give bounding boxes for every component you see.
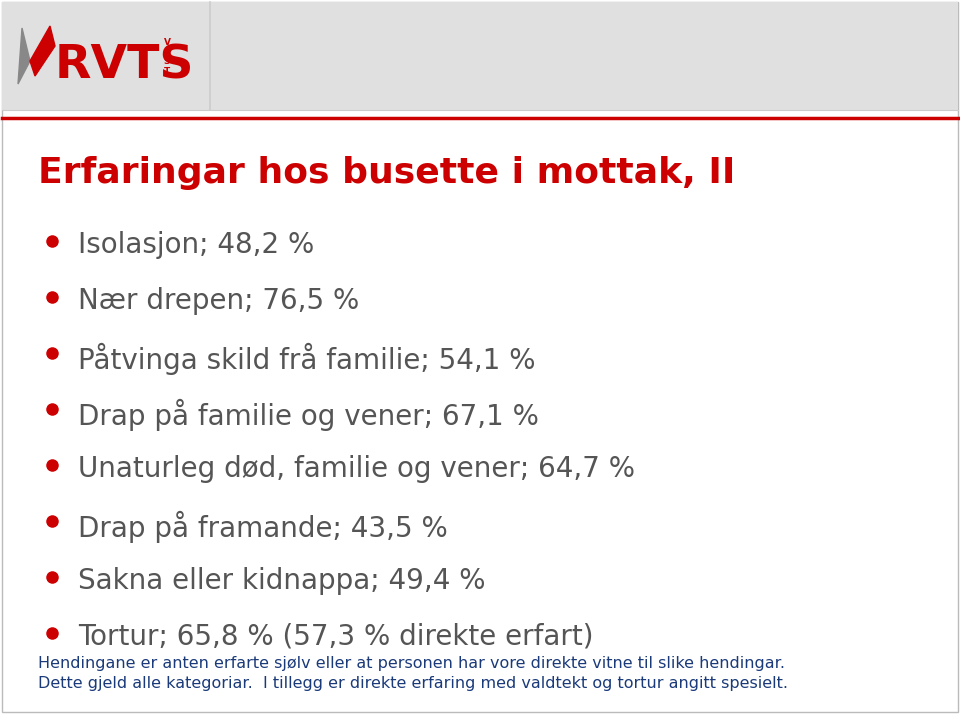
Text: Isolasjon; 48,2 %: Isolasjon; 48,2 % — [78, 231, 314, 259]
Polygon shape — [18, 28, 30, 84]
Text: Drap på framande; 43,5 %: Drap på framande; 43,5 % — [78, 511, 447, 543]
Text: Hendingane er anten erfarte sjølv eller at personen har vore direkte vitne til s: Hendingane er anten erfarte sjølv eller … — [38, 656, 785, 671]
Bar — [2, 2, 958, 110]
Text: Erfaringar hos busette i mottak, II: Erfaringar hos busette i mottak, II — [38, 156, 735, 190]
Text: V
E
S
T: V E S T — [163, 38, 171, 76]
Text: Drap på familie og vener; 67,1 %: Drap på familie og vener; 67,1 % — [78, 399, 539, 431]
Polygon shape — [30, 26, 55, 76]
Text: RVTS: RVTS — [55, 44, 195, 89]
Text: Unaturleg død, familie og vener; 64,7 %: Unaturleg død, familie og vener; 64,7 % — [78, 455, 635, 483]
Text: Tortur; 65,8 % (57,3 % direkte erfart): Tortur; 65,8 % (57,3 % direkte erfart) — [78, 623, 593, 651]
Text: Påtvinga skild frå familie; 54,1 %: Påtvinga skild frå familie; 54,1 % — [78, 343, 536, 375]
Text: Nær drepen; 76,5 %: Nær drepen; 76,5 % — [78, 287, 359, 315]
Text: Dette gjeld alle kategoriar.  I tillegg er direkte erfaring med valdtekt og tort: Dette gjeld alle kategoriar. I tillegg e… — [38, 676, 788, 691]
Text: Sakna eller kidnappa; 49,4 %: Sakna eller kidnappa; 49,4 % — [78, 567, 486, 595]
